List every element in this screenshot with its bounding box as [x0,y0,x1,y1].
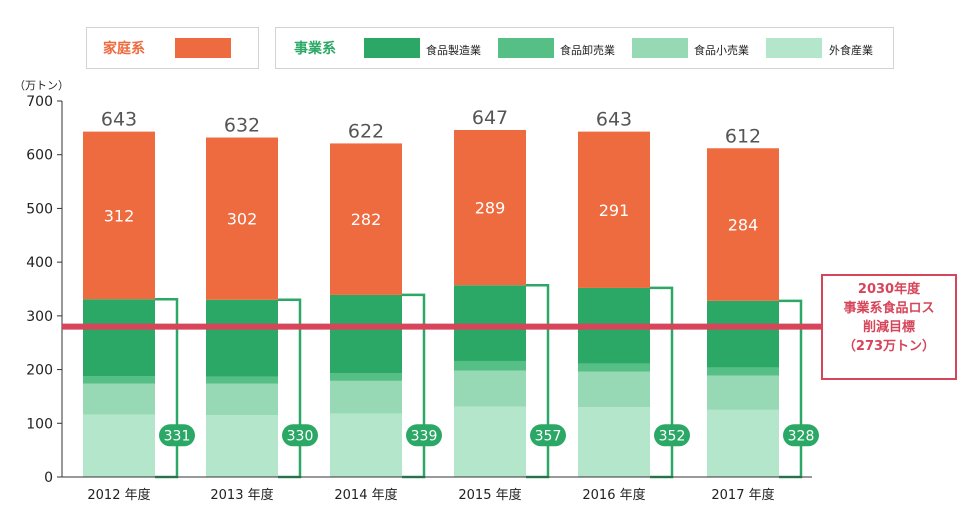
y-tick-label: 100 [26,416,53,432]
bar-segment [578,407,650,477]
bar-segment [206,383,278,416]
y-tick-label: 500 [26,201,53,217]
business-total-label: 357 [535,428,562,444]
x-category-label: 2014 年度 [334,487,397,503]
y-tick-label: 600 [26,148,53,164]
legend-label-restaurant: 外食産業 [829,44,873,57]
bar-segment [330,373,402,381]
household-value-label: 302 [227,210,258,229]
business-bracket [650,286,674,479]
business-total-label: 339 [411,428,438,444]
bar-segment [206,376,278,384]
legend-household-swatch [175,38,231,58]
x-category-label: 2017 年度 [711,487,774,503]
y-tick-label: 400 [26,255,53,271]
bar-segment [206,415,278,477]
business-total-badge [783,424,819,447]
business-total-label: 331 [164,428,191,444]
legend-swatch-wholesale [498,38,554,58]
x-category-label: 2016 年度 [582,487,645,503]
bar-segment [707,375,779,410]
business-total-badge [654,424,690,447]
total-value-label: 647 [472,107,508,129]
y-tick-label: 200 [26,363,53,379]
target-line-3: 削減目標 [862,320,915,335]
bar-segment [330,294,402,374]
total-value-label: 622 [348,120,384,142]
legend-swatch-retail [632,38,688,58]
target-line-1: 2030年度 [857,282,921,297]
bar-segment [330,413,402,477]
bar-segment [578,371,650,408]
total-value-label: 632 [224,115,260,137]
bar-segment [206,299,278,377]
bar-segment [83,131,155,300]
y-tick-label: 700 [26,94,53,110]
x-category-label: 2012 年度 [87,487,150,503]
total-value-label: 643 [596,109,632,131]
x-category-label: 2015 年度 [458,487,521,503]
bar-segment [83,299,155,377]
business-total-badge [282,424,318,447]
bar-segment [578,131,650,288]
household-value-label: 284 [728,216,759,235]
target-annotation: 2030年度 事業系食品ロス 削減目標 （273万トン） [828,280,950,356]
business-bracket [526,283,550,479]
legend-label-manufacturing: 食品製造業 [426,44,481,57]
bar-segment [83,376,155,384]
target-line-2: 事業系食品ロス [843,301,935,316]
business-total-label: 328 [788,428,815,444]
legend-label-retail: 食品小売業 [694,44,749,57]
legend-business-box: 事業系 食品製造業 食品卸売業 食品小売業 外食産業 [275,27,894,69]
bar-segment [454,406,526,477]
bar-segment [454,360,526,371]
x-category-label: 2013 年度 [210,487,273,503]
bar-segment [707,148,779,301]
bar-segment [206,137,278,300]
bar-segment [707,367,779,376]
legend-swatch-restaurant [766,38,822,58]
legend-swatch-manufacturing [364,38,420,58]
bar-segment [454,370,526,407]
y-unit-label: （万トン） [14,79,69,92]
legend-business-label: 事業系 [294,41,336,57]
y-tick-label: 0 [44,470,53,486]
household-value-label: 291 [599,201,630,220]
target-box [821,274,957,380]
bar-segment [707,300,779,368]
legend-household-label: 家庭系 [103,41,145,57]
household-value-label: 289 [475,199,506,218]
bar-segment [83,414,155,477]
total-value-label: 612 [725,125,761,147]
legend-label-wholesale: 食品卸売業 [560,44,615,57]
business-total-label: 352 [659,428,686,444]
household-value-label: 282 [351,210,382,229]
target-line-4: （273万トン） [842,339,936,354]
total-value-label: 643 [101,109,137,131]
household-value-label: 312 [104,206,135,225]
business-total-badge [530,424,566,447]
business-total-label: 330 [287,428,314,444]
bar-segment [330,143,402,295]
legend-household-box: 家庭系 [86,27,259,69]
bar-segment [330,380,402,414]
business-total-badge [406,424,442,447]
bar-segment [454,285,526,361]
business-bracket [402,293,426,479]
y-tick-label: 300 [26,309,53,325]
bar-segment [578,363,650,372]
bar-segment [707,409,779,477]
bar-segment [454,130,526,286]
bar-segment [83,383,155,415]
business-total-badge [159,424,195,447]
